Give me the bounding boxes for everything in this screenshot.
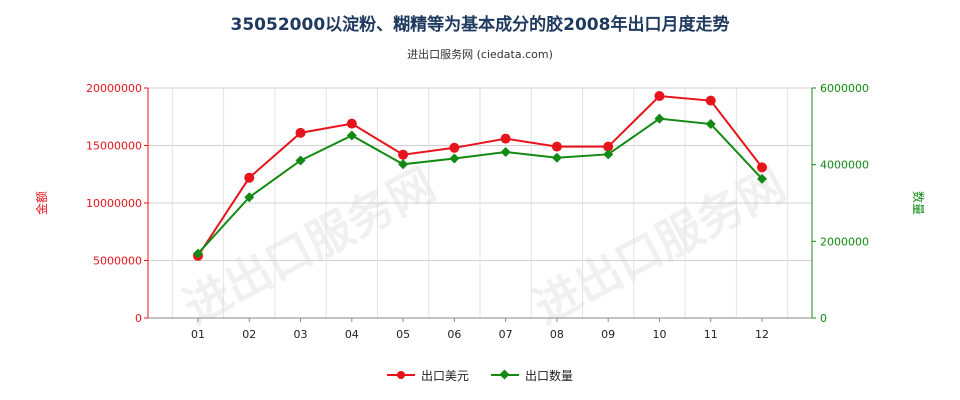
y-right-tick-label: 6000000 bbox=[820, 82, 869, 95]
x-tick-label: 04 bbox=[345, 328, 359, 341]
y-right-tick-label: 0 bbox=[820, 312, 827, 325]
legend-item-export-usd[interactable]: 出口美元 bbox=[386, 366, 469, 384]
x-tick-label: 02 bbox=[242, 328, 256, 341]
x-tick-label: 01 bbox=[191, 328, 205, 341]
y-left-tick-label: 15000000 bbox=[86, 140, 142, 153]
legend-item-export-qty[interactable]: 出口数量 bbox=[491, 366, 573, 384]
series-line-export-qty bbox=[197, 117, 763, 255]
x-tick-label: 03 bbox=[294, 328, 308, 341]
y-left-axis-title: 金额 bbox=[34, 191, 49, 215]
y-right-tick-label: 2000000 bbox=[820, 235, 869, 248]
y-left-tick-label: 0 bbox=[135, 312, 142, 325]
data-point-export-qty[interactable] bbox=[603, 149, 614, 160]
legend-swatch-green-icon bbox=[491, 370, 519, 380]
data-point-export-qty[interactable] bbox=[551, 152, 562, 163]
legend: 出口美元 出口数量 bbox=[0, 366, 960, 384]
data-point-export-usd[interactable] bbox=[654, 91, 665, 102]
data-point-export-usd[interactable] bbox=[603, 141, 614, 152]
data-point-export-qty[interactable] bbox=[757, 173, 767, 184]
data-point-export-usd[interactable] bbox=[500, 133, 511, 144]
data-point-export-usd[interactable] bbox=[705, 95, 716, 106]
data-point-export-qty[interactable] bbox=[244, 192, 255, 203]
y-left-tick-label: 20000000 bbox=[86, 82, 142, 95]
data-point-export-qty[interactable] bbox=[193, 248, 203, 259]
series-line-export-usd bbox=[197, 95, 763, 257]
legend-label: 出口数量 bbox=[525, 368, 574, 383]
legend-swatch-red-icon bbox=[386, 370, 415, 380]
chart-title: 35052000以淀粉、糊精等为基本成分的胶2008年出口月度走势 bbox=[230, 15, 730, 35]
data-point-export-usd[interactable] bbox=[398, 149, 409, 160]
x-tick-label: 11 bbox=[704, 328, 718, 341]
y-left-tick-label: 10000000 bbox=[86, 197, 142, 210]
y-left-tick-label: 5000000 bbox=[93, 255, 142, 268]
data-point-export-usd[interactable] bbox=[449, 142, 460, 153]
x-tick-label: 08 bbox=[550, 328, 564, 341]
data-point-export-qty[interactable] bbox=[500, 147, 511, 158]
y-right-axis-title: 数量 bbox=[911, 191, 926, 215]
x-tick-label: 12 bbox=[755, 328, 769, 341]
y-right-tick-label: 4000000 bbox=[820, 159, 869, 172]
legend-label: 出口美元 bbox=[420, 368, 469, 383]
data-point-export-usd[interactable] bbox=[551, 141, 562, 152]
data-point-export-qty[interactable] bbox=[654, 113, 665, 124]
data-point-export-qty[interactable] bbox=[295, 155, 306, 166]
data-point-export-qty[interactable] bbox=[705, 119, 716, 130]
data-point-export-qty[interactable] bbox=[346, 130, 357, 141]
data-point-export-usd[interactable] bbox=[757, 162, 767, 173]
chart-subtitle: 进出口服务网 (ciedata.com) bbox=[407, 48, 553, 61]
data-point-export-usd[interactable] bbox=[295, 127, 306, 138]
data-point-export-qty[interactable] bbox=[398, 159, 409, 170]
data-point-export-usd[interactable] bbox=[346, 118, 357, 129]
x-tick-label: 10 bbox=[652, 328, 666, 341]
x-tick-label: 06 bbox=[447, 328, 461, 341]
x-tick-label: 09 bbox=[601, 328, 615, 341]
x-tick-label: 05 bbox=[396, 328, 410, 341]
data-point-export-usd[interactable] bbox=[244, 172, 255, 183]
data-point-export-qty[interactable] bbox=[449, 153, 460, 164]
x-tick-label: 07 bbox=[499, 328, 513, 341]
